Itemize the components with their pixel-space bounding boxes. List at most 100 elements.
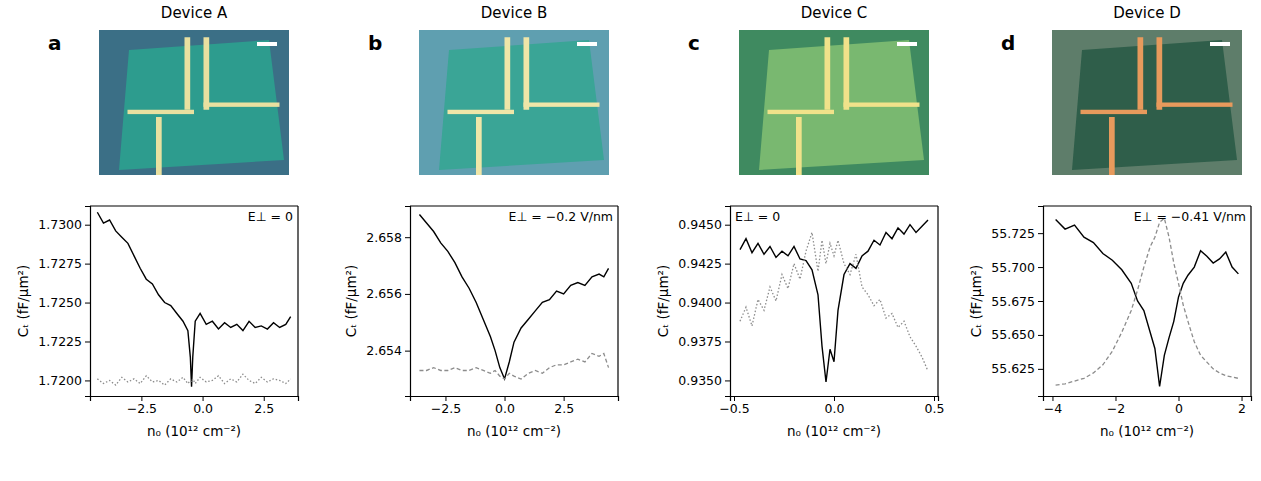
x-tick-label: −2 [1107,401,1125,416]
x-tick-label: 2 [1238,401,1246,416]
y-tick-label: 55.675 [991,294,1035,309]
frame-top [1043,205,1251,206]
photo-electrode [524,37,530,110]
y-axis-title: Cₜ (fF/μm²) [343,265,359,337]
photo-background [739,30,929,175]
photo-electrode [1081,110,1148,114]
y-tick-mark [1038,335,1043,336]
y-tick-label: 0.9375 [678,334,722,349]
x-axis: −4−202 [1044,396,1252,416]
panel: Device Bb−2.50.02.52.6542.6562.658n₀ (10… [343,4,618,439]
photo-electrode [844,103,920,107]
panel: Device Aa−2.50.02.51.72001.72251.72501.7… [15,4,298,439]
photo-flake [439,40,604,170]
x-tick: 0.0 [495,396,515,416]
y-tick-mark [725,380,730,381]
x-tick-label: 2.5 [554,401,574,416]
x-tick-label: 0.0 [495,401,515,416]
frame-top [730,205,938,206]
x-tick-label: −2.5 [127,401,157,416]
panel-title: Device C [801,4,868,22]
x-tick-label: −0.5 [719,401,749,416]
y-tick-mark [1038,369,1043,370]
y-axis-line [405,207,411,397]
y-tick-label: 1.7200 [38,373,82,388]
panel-letter: d [1001,31,1015,55]
data-line [419,353,608,379]
y-axis: 2.6542.6562.658 [366,207,410,397]
panel-letter: b [368,31,382,55]
photo-background [419,30,609,175]
photo-electrode [448,110,515,114]
scale-bar [577,42,597,46]
panel-letter: a [48,31,62,55]
x-axis: −2.5 0.0 2.5 [411,396,619,416]
y-tick-label: 1.7225 [38,334,82,349]
photo-electrode [1157,103,1233,107]
y-tick: 0.9375 [678,334,730,349]
photo-electrode [1138,37,1144,110]
photo-electrode [1157,37,1163,110]
frame-right [1250,206,1251,396]
y-tick-label: 0.9425 [678,256,722,271]
data-line [97,212,290,386]
photo-electrode [825,37,831,110]
photo-electrode [1109,117,1115,175]
y-tick: 2.656 [366,286,410,301]
y-axis: 1.72001.72251.72501.72751.7300 [38,207,90,397]
device-photo [739,30,929,175]
scale-bar [257,42,277,46]
x-tick-label: −4 [1044,401,1062,416]
y-axis-title: Cₜ (fF/μm²) [968,265,984,337]
annotation: E⊥ = −0.2 V/nm [509,209,613,224]
data-line [740,232,928,371]
y-tick-mark [1038,301,1043,302]
photo-electrode [524,103,600,107]
x-axis: −0.50.00.5 [719,396,944,416]
x-tick: −2.5 [431,396,461,416]
y-tick: 55.675 [991,294,1043,309]
y-tick-mark [85,225,90,226]
photo-flake [1072,40,1237,170]
y-tick-label: 55.725 [991,226,1035,241]
y-tick-mark [725,225,730,226]
y-tick-label: 0.9450 [678,217,722,232]
frame-right [937,206,938,396]
photo-flake [759,40,924,170]
photo-flake [119,40,284,170]
x-axis-title: n₀ (10¹² cm⁻²) [787,423,881,439]
frame-top [410,205,618,206]
y-tick: 55.625 [991,361,1043,376]
y-tick-mark [725,341,730,342]
x-axis-title: n₀ (10¹² cm⁻²) [467,423,561,439]
photo-electrode [476,117,482,175]
x-tick-label: 0.0 [193,401,213,416]
annotation: E⊥ = −0.41 V/nm [1134,209,1246,224]
y-tick: 0.9400 [678,295,730,310]
frame-top [90,205,298,206]
y-tick: 2.658 [366,230,410,245]
y-tick-mark [405,237,410,238]
x-tick: −2 [1107,396,1125,416]
plot-lines [419,215,608,379]
y-tick: 1.7200 [38,373,90,388]
x-tick-label: 0.5 [925,401,945,416]
y-axis-title: Cₜ (fF/μm²) [655,265,671,337]
panel-title: Device B [481,4,547,22]
device-photo [1052,30,1242,175]
x-tick: −0.5 [719,396,749,416]
photo-electrode [768,110,835,114]
y-tick: 0.9350 [678,373,730,388]
y-tick: 1.7225 [38,334,90,349]
y-tick-mark [725,303,730,304]
y-tick: 1.7300 [38,217,90,232]
device-photo [99,30,289,175]
y-tick-label: 0.9350 [678,373,722,388]
annotation: E⊥ = 0 [735,209,780,224]
panel: Device Cc−0.50.00.50.93500.93750.94000.9… [655,4,944,439]
y-axis-line [725,207,731,397]
y-tick: 0.9450 [678,217,730,232]
scale-bar [897,42,917,46]
y-tick: 55.700 [991,260,1043,275]
data-line [1056,218,1239,385]
